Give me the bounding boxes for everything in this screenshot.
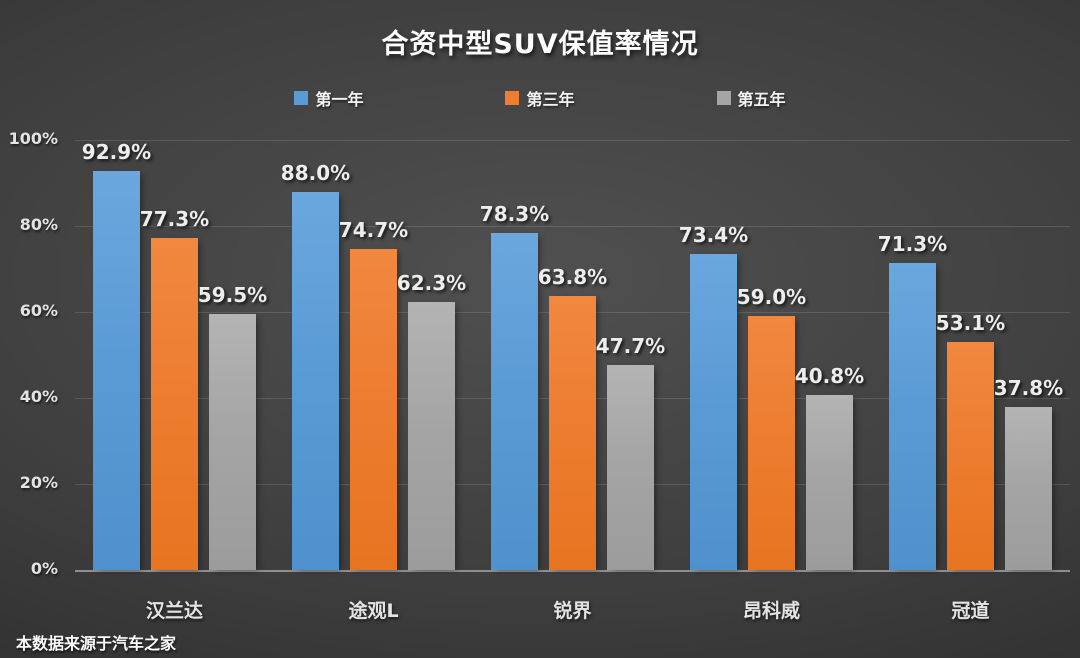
x-axis-category-label: 锐界: [553, 600, 592, 622]
plot-area: 92.9% 77.3% 59.5% 88.0% 74.7% 62.3% 78.3% 63.8%…: [75, 140, 1070, 572]
y-axis-tick-label: 20%: [19, 473, 58, 492]
bar: 92.9%: [82, 140, 151, 570]
bar: 71.3%: [878, 232, 947, 570]
legend-item-label: 第五年: [737, 90, 786, 109]
bar-group: 71.3% 53.1% 37.8%: [871, 140, 1070, 570]
legend: 第一年 第三年 第五年: [0, 86, 1080, 110]
bar-value-label: 59.0%: [736, 285, 807, 310]
bar-value-label: 53.1%: [935, 310, 1006, 335]
legend-swatch-icon: [505, 91, 520, 105]
bar-value-label: 77.3%: [139, 206, 210, 231]
legend-item: 第五年: [716, 86, 786, 110]
gridline: [75, 140, 1070, 141]
bar: 63.8%: [538, 265, 607, 570]
bar: 59.5%: [198, 283, 267, 570]
bar: 62.3%: [397, 271, 466, 570]
x-axis-category-label: 汉兰达: [145, 600, 203, 622]
bar: 73.4%: [679, 223, 748, 570]
bar: 40.8%: [795, 364, 864, 570]
bar-value-label: 88.0%: [280, 160, 351, 185]
x-axis-category-label: 昂科威: [742, 600, 800, 622]
y-axis-tick-label: 80%: [19, 215, 58, 234]
x-axis-category-label: 冠道: [951, 600, 990, 622]
bar: 59.0%: [737, 285, 806, 570]
bar-value-label: 40.8%: [794, 363, 865, 388]
legend-item-label: 第一年: [315, 90, 364, 109]
gridline: [75, 226, 1070, 227]
bar-value-label: 92.9%: [81, 139, 152, 164]
bar-group: 73.4% 59.0% 40.8%: [672, 140, 871, 570]
y-axis-tick-label: 100%: [8, 129, 58, 148]
bar-group: 92.9% 77.3% 59.5%: [75, 140, 274, 570]
bar: 74.7%: [339, 218, 408, 570]
bar: 77.3%: [140, 207, 209, 570]
bar-group: 78.3% 63.8% 47.7%: [473, 140, 672, 570]
chart-title: 合资中型SUV保值率情况: [381, 29, 699, 60]
bar-value-label: 59.5%: [197, 283, 268, 308]
bar-group: 88.0% 74.7% 62.3%: [274, 140, 473, 570]
bar: 78.3%: [480, 202, 549, 570]
y-axis-tick-label: 40%: [19, 387, 58, 406]
bar-value-label: 37.8%: [993, 376, 1064, 401]
bar: 88.0%: [281, 161, 350, 570]
bar: 37.8%: [994, 376, 1063, 570]
legend-item: 第一年: [294, 86, 363, 110]
bar-value-label: 74.7%: [338, 217, 409, 242]
legend-swatch-icon: [294, 91, 309, 105]
source-note: 本数据来源于汽车之家: [16, 634, 177, 653]
bar-value-label: 71.3%: [877, 232, 948, 257]
bar: 53.1%: [936, 311, 1005, 570]
bar-value-label: 78.3%: [479, 202, 550, 227]
y-axis-tick-label: 60%: [19, 301, 58, 320]
bar: 47.7%: [596, 334, 665, 570]
legend-item: 第三年: [505, 86, 575, 110]
bar-value-label: 63.8%: [537, 264, 608, 289]
legend-swatch-icon: [716, 91, 731, 105]
y-axis-tick-label: 0%: [30, 559, 58, 578]
legend-item-label: 第三年: [526, 90, 575, 109]
x-axis-category-label: 途观L: [348, 600, 399, 622]
bar-value-label: 47.7%: [595, 333, 666, 358]
bar-value-label: 62.3%: [396, 271, 467, 296]
bar-value-label: 73.4%: [678, 223, 749, 248]
